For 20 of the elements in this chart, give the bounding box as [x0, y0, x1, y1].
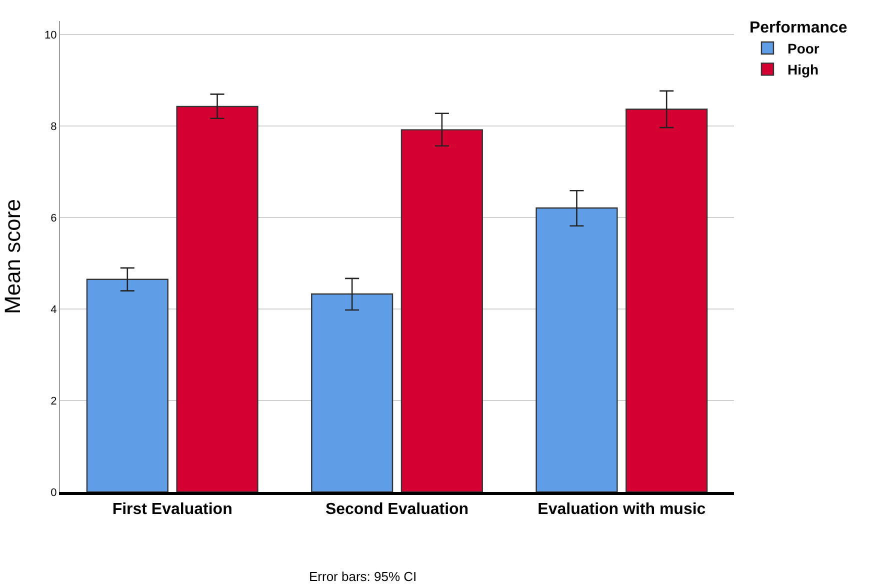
- legend-label: High: [787, 62, 819, 78]
- legend-label: Poor: [787, 40, 820, 56]
- y-tick-label: 0: [50, 486, 57, 499]
- x-tick-label: Second Evaluation: [325, 501, 469, 518]
- bar: [536, 207, 618, 492]
- y-tick-label: 4: [50, 304, 57, 316]
- bar: [400, 129, 483, 492]
- x-tick-label: Evaluation with music: [538, 501, 706, 518]
- bar: [176, 106, 258, 492]
- y-tick-label: 8: [50, 121, 57, 134]
- y-tick-label: 6: [50, 212, 57, 224]
- bar: [626, 108, 708, 492]
- bar: [86, 278, 168, 492]
- bar: [311, 293, 394, 492]
- text: Error bars: 95% CI: [309, 569, 417, 584]
- y-tick-label: 10: [44, 30, 57, 42]
- x-tick-label: First Evaluation: [112, 501, 232, 518]
- y-axis-title: Mean score: [0, 199, 25, 314]
- legend-title: Performance: [749, 19, 848, 36]
- y-tick-label: 2: [50, 395, 57, 408]
